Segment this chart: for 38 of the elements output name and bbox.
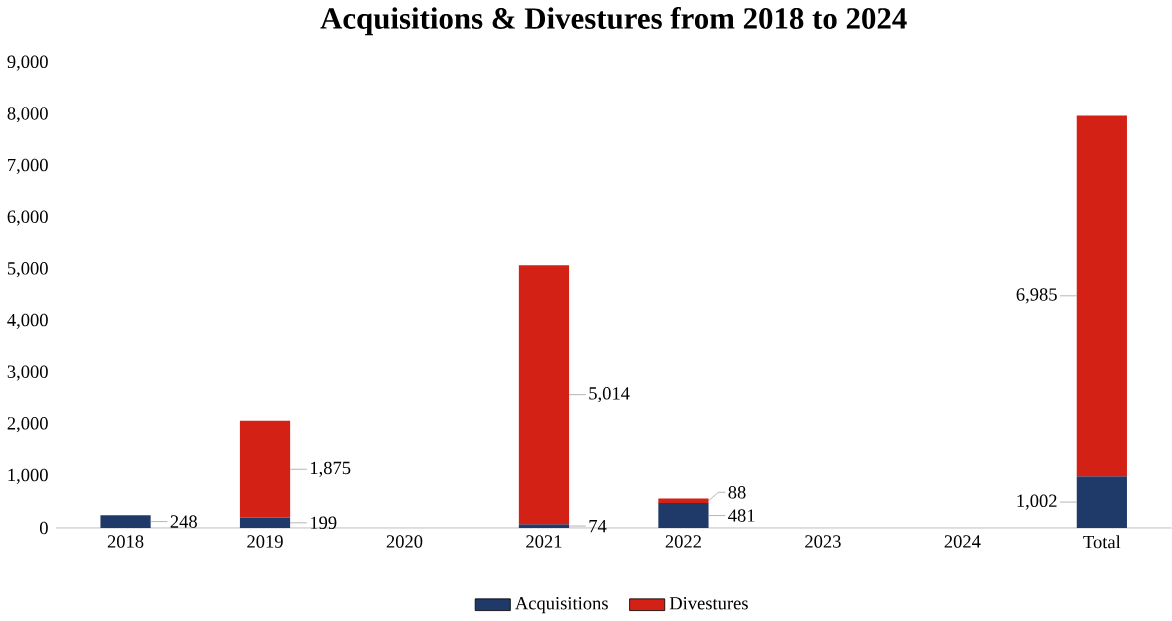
bar [239,517,291,529]
chart-title: Acquisitions & Divestures from 2018 to 2024 [320,7,907,36]
data-label: 6,985 [1016,288,1057,304]
y-tick-label: 8,000 [7,107,48,123]
y-tick-label: 6,000 [7,210,48,226]
y-tick-label: 9,000 [7,55,48,71]
y-tick-label: 0 [39,521,48,535]
y-tick-label: 2,000 [7,417,48,433]
x-tick-label: 2018 [107,535,144,548]
data-label: 481 [728,509,755,522]
data-label: 199 [310,516,337,530]
y-tick-label: 5,000 [7,262,48,278]
x-tick-label: 2022 [665,535,701,548]
bar [1076,476,1127,529]
x-tick-label: 2023 [805,535,841,548]
x-tick-label: 2020 [386,535,423,548]
bar [658,503,709,529]
x-tick-label: 2024 [944,535,981,548]
bar [1076,115,1127,477]
data-label: 74 [589,520,607,533]
data-label: 1,875 [310,461,351,478]
bar [100,515,151,529]
x-tick-label: 2021 [526,535,562,548]
data-label: 88 [728,486,746,499]
y-tick-label: 4,000 [7,313,48,330]
bar [518,524,570,529]
y-tick-label: 7,000 [8,158,48,175]
bar [239,421,291,518]
bar [518,265,570,525]
data-label: 1,002 [1017,494,1057,510]
x-tick-label: Total [1083,535,1121,549]
data-label: 248 [170,515,197,528]
y-tick-label: 1,000 [8,468,48,485]
y-tick-label: 3,000 [7,365,48,381]
legend-label: Divestures [669,597,748,610]
x-tick-label: 2019 [247,535,283,548]
legend-label: Acquisitions [515,597,608,614]
data-label: 5,014 [589,387,630,403]
